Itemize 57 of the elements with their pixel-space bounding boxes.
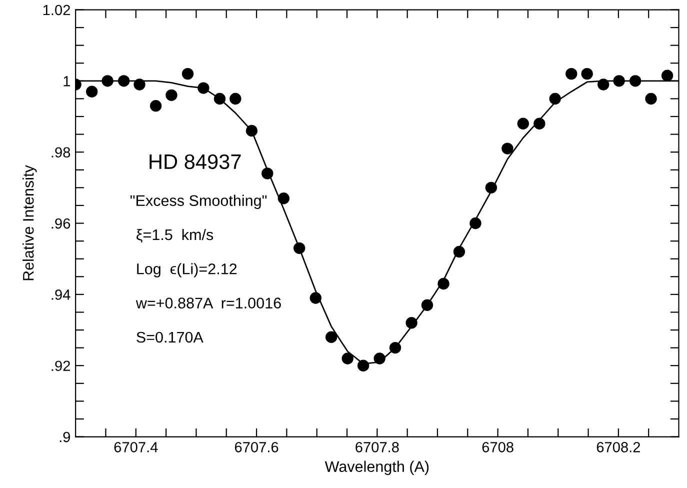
point <box>581 68 593 80</box>
point <box>262 168 274 180</box>
point <box>230 92 242 105</box>
point <box>470 217 482 230</box>
x-tick-label: 6707.4 <box>114 442 158 452</box>
point <box>421 299 434 311</box>
point <box>517 118 529 130</box>
point <box>150 100 162 112</box>
y-tick-label: .94 <box>52 290 70 300</box>
y-tick-label: .98 <box>52 147 70 158</box>
point <box>453 246 466 258</box>
annotation: w=+0.887A r=1.0016 <box>136 298 281 308</box>
x-tick-label: 6707.8 <box>356 442 399 452</box>
y-axis-title: Relative Intensity <box>22 165 37 280</box>
point <box>198 82 210 94</box>
x-axis-title: Wavelength (A) <box>324 460 429 476</box>
annotation: Log ϵ(Li)=2.12 <box>137 263 237 278</box>
point <box>485 182 498 194</box>
point <box>502 142 514 154</box>
point <box>134 78 146 90</box>
point <box>566 68 578 80</box>
point <box>102 75 114 87</box>
point <box>357 360 370 372</box>
point <box>342 352 354 364</box>
point <box>406 317 418 329</box>
point <box>118 75 130 87</box>
point <box>310 292 322 304</box>
y-tick-label: .92 <box>52 360 70 372</box>
point <box>294 242 306 254</box>
point <box>645 92 657 105</box>
point <box>182 68 194 80</box>
point <box>325 331 338 343</box>
point <box>389 342 402 354</box>
y-tick-label: 1 <box>64 76 70 86</box>
annotation: ξ=1.5 km/s <box>136 228 214 243</box>
point <box>534 118 546 130</box>
point <box>549 92 561 105</box>
point <box>598 78 610 90</box>
y-tick-label: .9 <box>60 432 70 442</box>
point <box>613 75 625 87</box>
point <box>661 70 674 82</box>
point <box>86 86 98 98</box>
annotation: HD 84937 <box>150 154 241 170</box>
annotation: "Excess Smoothing" <box>130 194 267 210</box>
point <box>438 278 450 290</box>
point <box>374 352 386 364</box>
x-tick-label: 6708 <box>482 442 514 452</box>
point <box>629 75 642 87</box>
x-tick-label: 6707.6 <box>234 442 278 452</box>
point <box>166 89 178 102</box>
y-tick-label: .96 <box>52 218 70 229</box>
point <box>246 124 258 137</box>
annotation: S=0.170A <box>136 332 204 343</box>
point <box>214 92 226 105</box>
x-tick-label: 6708.2 <box>596 442 640 452</box>
y-tick-label: 1.02 <box>43 4 70 16</box>
point <box>278 192 290 204</box>
